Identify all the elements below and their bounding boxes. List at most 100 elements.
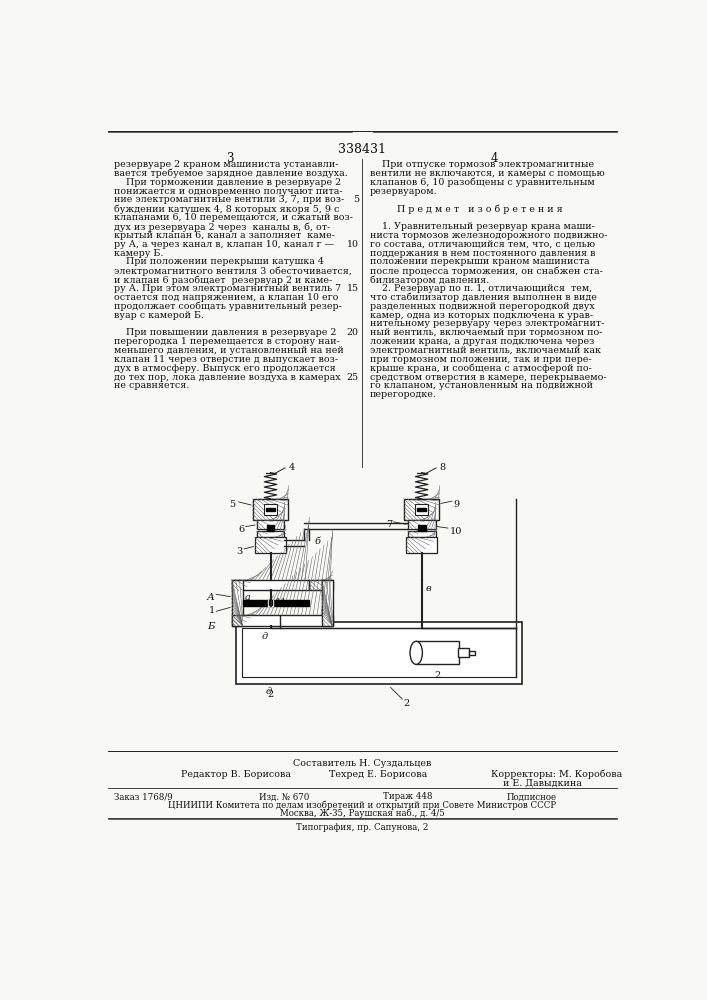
Text: 3: 3 [226,152,234,165]
Text: ложении крана, а другая подключена через: ложении крана, а другая подключена через [370,337,594,346]
Text: меньшего давления, и установленный на ней: меньшего давления, и установленный на не… [114,346,344,355]
Text: крыше крана, и сообщена с атмосферой по-: крыше крана, и сообщена с атмосферой по- [370,364,592,373]
Bar [406,537,437,553]
Text: буждении катушек 4, 8 которых якоря 5, 9 с: буждении катушек 4, 8 которых якоря 5, 9… [114,204,339,214]
Text: 4: 4 [288,463,295,472]
Text: 9: 9 [453,500,460,509]
Text: клапанами 6, 10 перемещаются, и сжатый воз-: клапанами 6, 10 перемещаются, и сжатый в… [114,213,353,222]
Bar [416,504,428,515]
Ellipse shape [410,641,422,664]
Bar [408,520,436,529]
Bar [458,648,469,657]
Text: при тормозном положении, так и при пере-: при тормозном положении, так и при пере- [370,355,591,364]
Text: Редактор В. Борисова: Редактор В. Борисова [182,770,291,779]
Text: Заказ 1768/9: Заказ 1768/9 [114,792,173,801]
Text: ру А. При этом электромагнитный вентиль 7: ру А. При этом электромагнитный вентиль … [114,284,341,293]
Text: Типография, пр. Сапунова, 2: Типография, пр. Сапунова, 2 [296,823,428,832]
Bar [417,508,426,511]
Text: Б: Б [207,622,215,631]
Bar [232,580,243,626]
Text: после процесса торможения, он снабжен ста-: после процесса торможения, он снабжен ст… [370,266,602,276]
Text: П р е д м е т   и з о б р е т е н и я: П р е д м е т и з о б р е т е н и я [370,204,563,214]
Text: 6: 6 [238,525,244,534]
Text: При повышении давления в резервуаре 2: При повышении давления в резервуаре 2 [114,328,337,337]
Text: 2: 2 [267,690,274,699]
Text: вуар с камерой Б.: вуар с камерой Б. [114,311,204,320]
Bar [257,520,284,529]
Text: резервуаре 2 краном машиниста устанавли-: резервуаре 2 краном машиниста устанавли- [114,160,339,169]
Bar [242,628,516,677]
Text: 10: 10 [347,240,359,249]
Bar [309,580,332,590]
Text: вентили не включаются, и камеры с помощью: вентили не включаются, и камеры с помощь… [370,169,604,178]
Text: билизатором давления.: билизатором давления. [370,275,489,285]
Bar [267,525,274,531]
Text: 4: 4 [491,152,498,165]
Text: 5: 5 [353,195,359,204]
Bar [243,600,309,606]
Text: поддержания в нем постоянного давления в: поддержания в нем постоянного давления в [370,249,595,258]
Text: ние электромагнитные вентили 3, 7, при воз-: ние электромагнитные вентили 3, 7, при в… [114,195,344,204]
Bar [252,499,288,520]
Text: го состава, отличающийся тем, что, с целью: го состава, отличающийся тем, что, с цел… [370,240,595,249]
Bar [408,531,436,537]
Text: дух в атмосферу. Выпуск его продолжается: дух в атмосферу. Выпуск его продолжается [114,364,336,373]
Bar [268,600,273,606]
Text: д: д [262,632,268,641]
Text: 2: 2 [404,699,410,708]
Text: остается под напряжением, а клапан 10 его: остается под напряжением, а клапан 10 ег… [114,293,339,302]
Bar [255,537,286,553]
Text: клапанов 6, 10 разобщены с уравнительным: клапанов 6, 10 разобщены с уравнительным [370,178,595,187]
Text: а: а [245,593,251,602]
Text: б: б [315,537,321,546]
Text: средством отверстия в камере, перекрываемо-: средством отверстия в камере, перекрывае… [370,373,607,382]
Text: положении перекрыши краном машиниста: положении перекрыши краном машиниста [370,257,590,266]
Text: 7: 7 [386,520,392,529]
Bar [266,508,275,511]
Text: 3: 3 [236,547,243,556]
Bar [235,622,522,684]
Text: 338431: 338431 [338,143,386,156]
Text: ниста тормозов железнодорожного подвижно-: ниста тормозов железнодорожного подвижно… [370,231,607,240]
Text: клапан 11 через отверстие д выпускает воз-: клапан 11 через отверстие д выпускает во… [114,355,338,364]
Text: При отпуске тормозов электромагнитные: При отпуске тормозов электромагнитные [370,160,594,169]
Text: Подписное: Подписное [507,792,557,801]
Text: и клапан 6 разобщает  резервуар 2 и каме-: и клапан 6 разобщает резервуар 2 и каме- [114,275,332,285]
Text: 11: 11 [274,598,287,607]
Text: Тираж 448: Тираж 448 [383,792,433,801]
Bar [416,641,459,664]
Text: перегородка 1 перемещается в сторону наи-: перегородка 1 перемещается в сторону наи… [114,337,339,346]
Text: 2: 2 [434,671,440,680]
Text: Корректоры: М. Коробова: Корректоры: М. Коробова [491,770,623,779]
Text: электромагнитный вентиль, включаемый как: электромагнитный вентиль, включаемый как [370,346,601,355]
Bar [322,580,332,626]
Text: 1: 1 [209,606,215,615]
Bar [232,580,309,590]
Text: Москва, Ж-35, Раушская наб., д. 4/5: Москва, Ж-35, Раушская наб., д. 4/5 [279,808,444,818]
Text: 20: 20 [347,328,359,337]
Text: 10: 10 [450,527,462,536]
Text: 5: 5 [230,500,235,509]
Bar [418,525,426,531]
Bar [257,531,284,537]
Bar [264,504,276,515]
Text: в: в [426,584,431,593]
Text: Составитель Н. Суздальцев: Составитель Н. Суздальцев [293,759,431,768]
Text: и Е. Давыдкина: и Е. Давыдкина [503,778,582,787]
Text: не сравняется.: не сравняется. [114,381,189,390]
Text: резервуаром.: резервуаром. [370,187,438,196]
Text: 2. Резервуар по п. 1, отличающийся  тем,: 2. Резервуар по п. 1, отличающийся тем, [370,284,592,293]
Text: д: д [266,687,272,696]
Text: перегородке.: перегородке. [370,390,437,399]
Text: дух из резервуара 2 через  каналы в, б, от-: дух из резервуара 2 через каналы в, б, о… [114,222,330,232]
Text: Техред Е. Борисова: Техред Е. Борисова [329,770,427,779]
Text: крытый клапан 6, канал а заполняет  каме-: крытый клапан 6, канал а заполняет каме- [114,231,335,240]
Text: что стабилизатор давления выполнен в виде: что стабилизатор давления выполнен в вид… [370,293,597,302]
Text: камеру Б.: камеру Б. [114,249,163,258]
Text: го клапаном, установленным на подвижной: го клапаном, установленным на подвижной [370,381,592,390]
Bar [269,600,272,605]
Text: Изд. № 670: Изд. № 670 [259,792,309,801]
Text: ЦНИИПИ Комитета по делам изобретений и открытий при Совете Министров СССР: ЦНИИПИ Комитета по делам изобретений и о… [168,801,556,810]
Text: 25: 25 [346,373,359,382]
Text: вается требуемое зарядное давление воздуха.: вается требуемое зарядное давление возду… [114,169,348,178]
